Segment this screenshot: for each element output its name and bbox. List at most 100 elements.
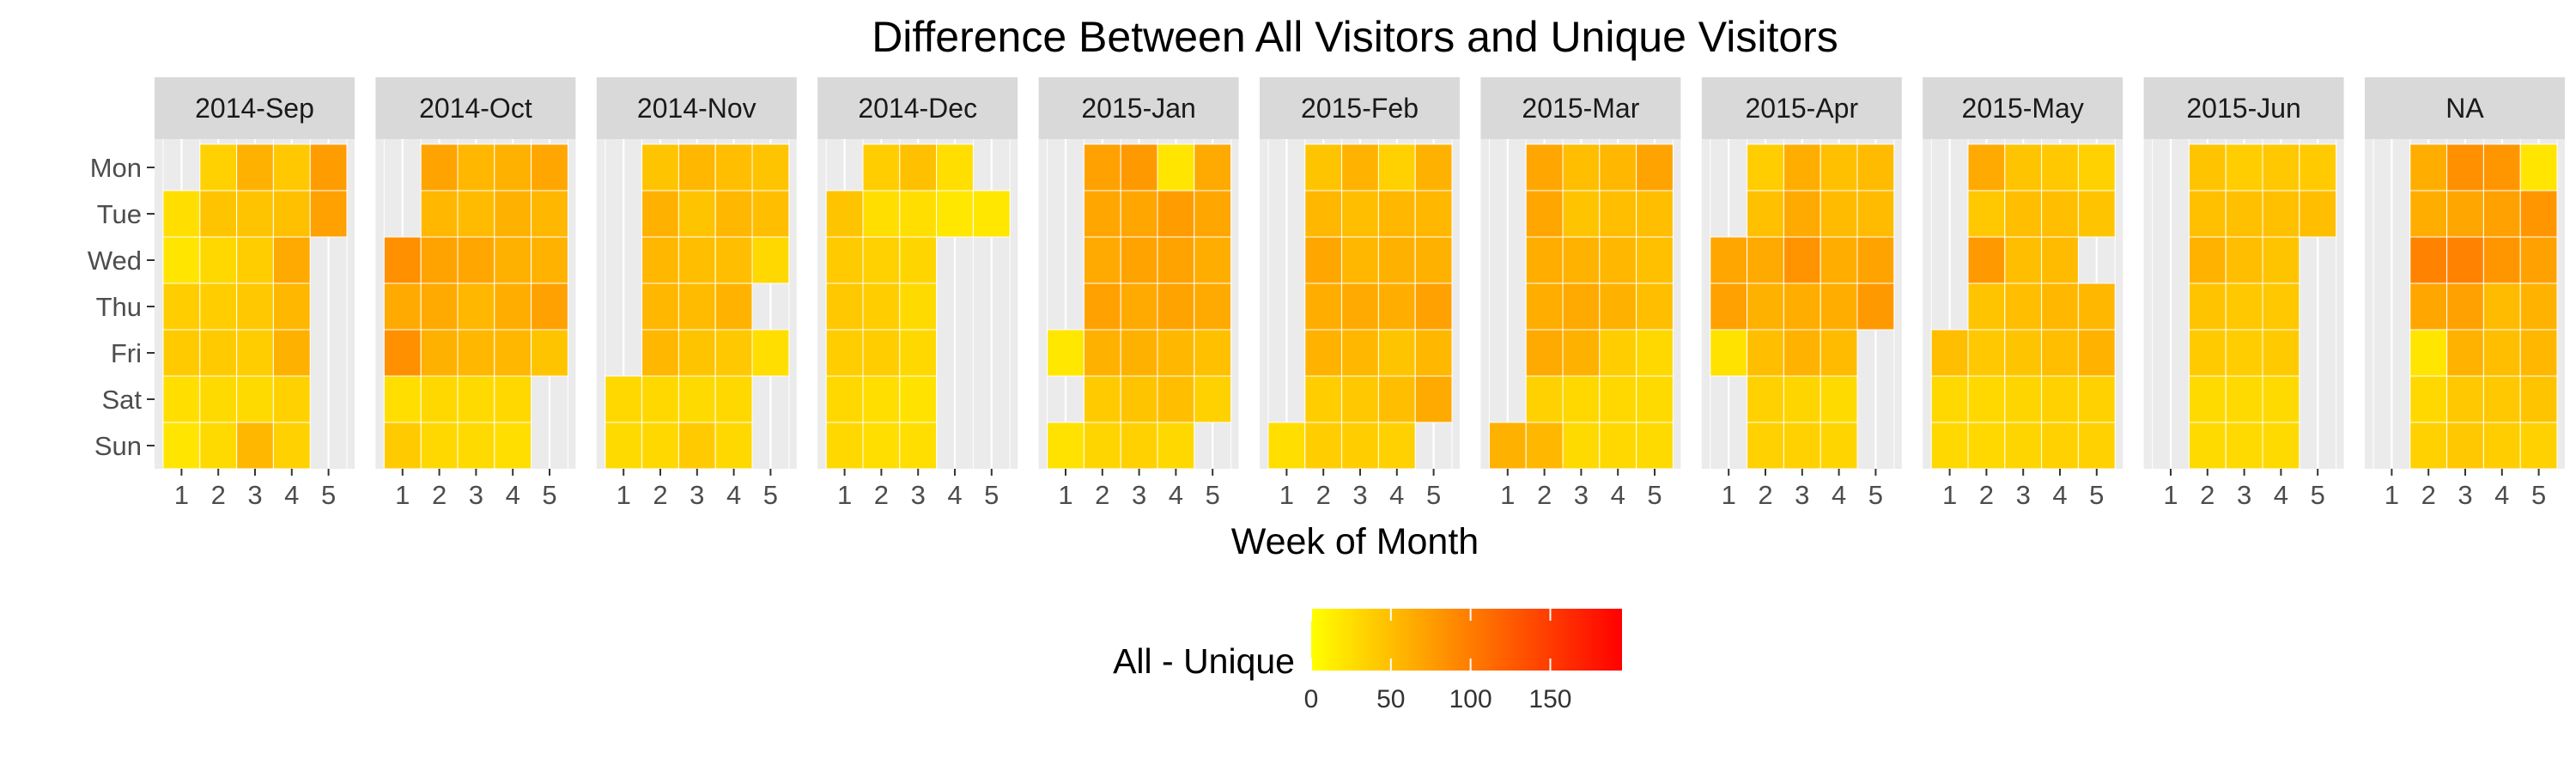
heatmap-cell bbox=[1304, 282, 1343, 331]
facet-panel: 2015-Apr 1 2 3 4 5 bbox=[1701, 77, 1902, 510]
heatmap-cell bbox=[531, 143, 568, 191]
y-tick-label: Sat bbox=[101, 385, 142, 415]
heatmap-cell bbox=[1599, 329, 1637, 377]
heatmap-cell bbox=[1562, 329, 1601, 377]
heatmap-cell bbox=[2225, 236, 2263, 284]
heatmap-cell bbox=[457, 329, 495, 377]
facet-strip-label: 2014-Sep bbox=[195, 93, 314, 124]
heatmap-cell bbox=[272, 422, 311, 470]
heatmap-cell bbox=[1562, 236, 1601, 284]
heatmap-cell bbox=[272, 375, 311, 423]
x-tick-label: 1 bbox=[174, 480, 189, 510]
heatmap-cell bbox=[751, 143, 790, 191]
heatmap-cell bbox=[1377, 236, 1416, 284]
heatmap-cell bbox=[1967, 236, 2006, 284]
x-tick-label: 4 bbox=[947, 480, 962, 510]
heatmap-cell bbox=[862, 143, 901, 191]
heatmap-cell bbox=[2519, 282, 2558, 331]
legend-tick-label: 150 bbox=[1528, 685, 1571, 713]
heatmap-cell bbox=[1304, 143, 1343, 191]
heatmap-cell bbox=[641, 329, 679, 377]
heatmap-cell bbox=[1710, 329, 1748, 377]
heatmap-cell bbox=[2519, 190, 2558, 238]
heatmap-cell bbox=[2188, 190, 2227, 238]
heatmap-cell bbox=[1783, 375, 1821, 423]
heatmap-cell bbox=[236, 190, 274, 238]
heatmap-cell bbox=[1083, 375, 1121, 423]
heatmap-cell bbox=[2188, 143, 2227, 191]
heatmap-cell bbox=[1120, 282, 1158, 331]
facet-strip bbox=[1480, 77, 1681, 139]
x-tick-label: 2 bbox=[211, 480, 226, 510]
heatmap-cell bbox=[1414, 375, 1453, 423]
heatmap-cell bbox=[162, 236, 201, 284]
heatmap-cell bbox=[2077, 375, 2116, 423]
heatmap-cell bbox=[2409, 329, 2448, 377]
heatmap-cell bbox=[1194, 143, 1232, 191]
x-tick-label: 4 bbox=[506, 480, 520, 510]
legend-tick-label: 0 bbox=[1304, 685, 1319, 713]
heatmap-cell bbox=[1341, 422, 1379, 470]
facet-strip bbox=[2365, 77, 2565, 139]
heatmap-cell bbox=[272, 329, 311, 377]
heatmap-cell bbox=[714, 190, 753, 238]
heatmap-cell bbox=[2446, 190, 2484, 238]
heatmap-cell bbox=[1304, 422, 1343, 470]
x-tick-label: 5 bbox=[1426, 480, 1441, 510]
heatmap-cell bbox=[2409, 422, 2448, 470]
heatmap-cell bbox=[936, 143, 974, 191]
heatmap-cell bbox=[457, 375, 495, 423]
heatmap-cell bbox=[1157, 422, 1195, 470]
heatmap-cell bbox=[862, 236, 901, 284]
y-axis: Mon Tue Wed Thu Fri Sat Sun bbox=[88, 153, 155, 461]
heatmap-cell bbox=[1083, 422, 1121, 470]
heatmap-cell bbox=[1967, 282, 2006, 331]
heatmap-cell bbox=[383, 375, 422, 423]
heatmap-cell bbox=[236, 236, 274, 284]
heatmap-cell bbox=[2409, 282, 2448, 331]
heatmap-cell bbox=[1747, 190, 1784, 238]
heatmap-cell bbox=[1083, 329, 1121, 377]
heatmap-cell bbox=[236, 329, 274, 377]
heatmap-cell bbox=[494, 422, 532, 470]
heatmap-cell bbox=[2446, 143, 2484, 191]
facet-strip bbox=[2143, 77, 2344, 139]
heatmap-cell bbox=[1783, 143, 1821, 191]
heatmap-cell bbox=[899, 422, 938, 470]
heatmap-cell bbox=[1525, 143, 1564, 191]
facet-strip bbox=[1923, 77, 2123, 139]
heatmap-cell bbox=[162, 422, 201, 470]
facet-panel: 2015-Jun 1 2 3 4 5 bbox=[2143, 77, 2344, 510]
heatmap-cell bbox=[1820, 190, 1858, 238]
heatmap-cell bbox=[677, 190, 716, 238]
heatmap-cell bbox=[2041, 329, 2079, 377]
heatmap-cell bbox=[1047, 422, 1084, 470]
heatmap-cell bbox=[641, 236, 679, 284]
heatmap-cell bbox=[1157, 375, 1195, 423]
heatmap-cell bbox=[1967, 375, 2006, 423]
x-tick-label: 1 bbox=[1942, 480, 1957, 510]
heatmap-cell bbox=[2519, 375, 2558, 423]
x-tick-label: 2 bbox=[1316, 480, 1331, 510]
heatmap-cell bbox=[825, 422, 864, 470]
heatmap-cell bbox=[162, 375, 201, 423]
heatmap-cell bbox=[899, 329, 938, 377]
heatmap-cell bbox=[2225, 143, 2263, 191]
x-tick-label: 1 bbox=[1058, 480, 1072, 510]
heatmap-cell bbox=[1599, 282, 1637, 331]
heatmap-cell bbox=[2004, 329, 2043, 377]
heatmap-cell bbox=[199, 190, 238, 238]
y-tick-label: Thu bbox=[96, 292, 142, 322]
heatmap-cell bbox=[457, 282, 495, 331]
heatmap-cell bbox=[1783, 190, 1821, 238]
x-tick-label: 3 bbox=[2458, 480, 2472, 510]
heatmap-cell bbox=[494, 282, 532, 331]
heatmap-cell bbox=[1783, 422, 1821, 470]
heatmap-cell bbox=[1157, 236, 1195, 284]
heatmap-cell bbox=[1194, 375, 1232, 423]
x-tick-label: 5 bbox=[763, 480, 778, 510]
heatmap-cell bbox=[862, 329, 901, 377]
heatmap-cell bbox=[1083, 143, 1121, 191]
heatmap-cell bbox=[2004, 375, 2043, 423]
heatmap-cell bbox=[420, 236, 459, 284]
